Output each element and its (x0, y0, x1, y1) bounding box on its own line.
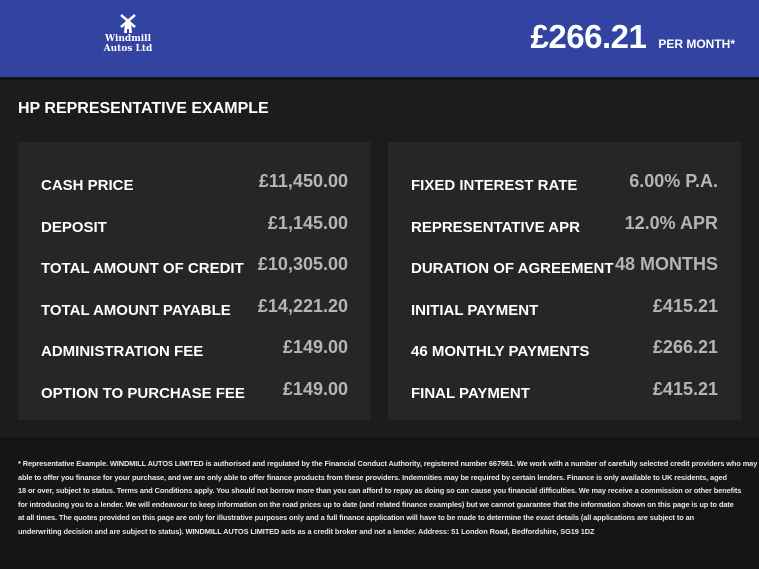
disclaimer-line: 18 or over, subject to status. Terms and… (18, 486, 742, 495)
disclaimer-line: * Representative Example. WINDMILL AUTOS… (18, 459, 759, 468)
finance-row-label: OPTION TO PURCHASE FEE (41, 384, 245, 402)
finance-row-value: £14,221.20 (257, 295, 348, 316)
finance-row-label: ADMINISTRATION FEE (41, 343, 204, 360)
finance-row-label: 46 MONTHLY PAYMENTS (411, 343, 590, 360)
finance-row-value: £266.21 (652, 337, 718, 357)
finance-row-label: FIXED INTEREST RATE (411, 177, 578, 194)
finance-row-value: 6.00% P.A. (629, 171, 718, 191)
monthly-price-amount: £266.21 (530, 18, 647, 55)
disclaimer-line: at all times. The quotes provided on thi… (18, 513, 695, 522)
finance-row: INITIAL PAYMENT £415.21 (411, 295, 718, 319)
logo-text-line-1: Windmill (105, 34, 151, 44)
finance-panel-right: FIXED INTEREST RATE 6.00% P.A. REPRESENTAT… (388, 142, 741, 420)
footer-disclaimer: * Representative Example. WINDMILL AUTOS… (0, 437, 759, 569)
finance-row: FIXED INTEREST RATE 6.00% P.A. (411, 170, 718, 194)
finance-row-value: £149.00 (282, 337, 348, 357)
finance-row-label: TOTAL AMOUNT OF CREDIT (41, 260, 244, 277)
disclaimer-line: for introducing you to a lender. We will… (18, 499, 734, 509)
finance-row-value: £11,450.00 (258, 171, 348, 191)
logo[interactable]: Windmill Autos Ltd (100, 14, 156, 54)
disclaimer-line: underwriting decision and are subject to… (18, 526, 595, 536)
finance-row: OPTION TO PURCHASE FEE £149.00 (41, 378, 348, 402)
finance-row-value: £10,305.00 (257, 254, 348, 274)
divider (0, 77, 759, 80)
per-month-label: PER MONTH* (658, 37, 735, 51)
finance-row: CASH PRICE £11,450.00 (41, 170, 348, 194)
finance-row: DEPOSIT £1,145.00 (41, 212, 348, 236)
finance-row-label: FINAL PAYMENT (411, 384, 530, 402)
disclaimer-text: * Representative Example. WINDMILL AUTOS… (18, 457, 759, 538)
finance-row-value: 12.0% APR (624, 212, 718, 233)
finance-row-value: 48 MONTHS (614, 254, 718, 274)
finance-row-label: REPRESENTATIVE APR (411, 218, 580, 236)
logo-text-line-2: Autos Ltd (103, 44, 153, 54)
finance-row-label: TOTAL AMOUNT PAYABLE (41, 301, 231, 319)
finance-row: REPRESENTATIVE APR 12.0% APR (411, 212, 718, 236)
windmill-icon (120, 14, 136, 33)
finance-row-value: £415.21 (652, 378, 718, 399)
finance-row: TOTAL AMOUNT PAYABLE £14,221.20 (41, 295, 348, 319)
finance-row: ADMINISTRATION FEE £149.00 (41, 336, 348, 360)
monthly-price: £266.21 PER MONTH* (531, 18, 735, 56)
header-bar: Windmill Autos Ltd £266.21 PER MONTH* (0, 0, 759, 77)
finance-row: 46 MONTHLY PAYMENTS £266.21 (411, 336, 718, 360)
section-title: HP REPRESENTATIVE EXAMPLE (18, 100, 269, 117)
finance-row-label: INITIAL PAYMENT (411, 301, 539, 319)
finance-row: TOTAL AMOUNT OF CREDIT £10,305.00 (41, 253, 348, 277)
finance-row-value: £415.21 (652, 295, 718, 316)
finance-row: DURATION OF AGREEMENT 48 MONTHS (411, 253, 718, 277)
finance-row-label: CASH PRICE (41, 177, 134, 194)
disclaimer-line: able to offer you finance for your purch… (18, 472, 727, 482)
finance-row: FINAL PAYMENT £415.21 (411, 378, 718, 402)
finance-row-value: £1,145.00 (267, 212, 348, 233)
finance-row-value: £149.00 (282, 378, 348, 399)
finance-row-label: DEPOSIT (41, 218, 107, 236)
finance-row-label: DURATION OF AGREEMENT (411, 260, 614, 277)
finance-panel-left: CASH PRICE £11,450.00 DEPOSIT £1,145.00 TOTA… (18, 142, 371, 420)
